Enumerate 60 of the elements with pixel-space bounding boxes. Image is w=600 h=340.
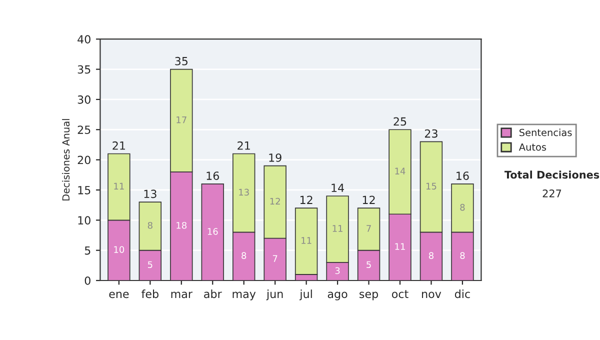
x-tick-label: jul <box>300 290 312 300</box>
total-label: 19 <box>269 153 282 162</box>
text: 227 <box>542 189 562 198</box>
y-tick-label: 10 <box>78 216 90 225</box>
x-tick-label: ago <box>328 292 348 300</box>
data-label: 14 <box>395 168 406 174</box>
data-label: 8 <box>460 204 465 211</box>
data-label: 10 <box>114 246 124 253</box>
x-tick-label: sep <box>360 292 378 300</box>
text: Total Decisiones <box>504 170 600 179</box>
data-label: 11 <box>114 182 124 190</box>
data-label: 11 <box>302 237 312 244</box>
data-label: 8 <box>428 252 434 259</box>
x-tick-label: mar <box>171 292 192 298</box>
legend-label: Autos <box>518 144 546 151</box>
total-label: 13 <box>144 190 156 198</box>
data-label: 7 <box>272 255 278 262</box>
x-tick-label: feb <box>142 290 158 298</box>
data-label: 5 <box>366 261 371 268</box>
data-label: 12 <box>270 198 280 205</box>
total-label: 16 <box>456 172 469 180</box>
x-tick-label: nov <box>422 292 442 298</box>
data-label: 18 <box>176 222 187 229</box>
x-tick-label: dic <box>454 290 470 298</box>
y-tick-label: 25 <box>78 126 90 134</box>
x-tick-label: ene <box>109 292 129 298</box>
total-label: 23 <box>424 129 438 138</box>
data-label: 8 <box>148 222 152 229</box>
data-label: 8 <box>242 252 246 259</box>
legend-label: Sentencias <box>520 128 572 136</box>
x-tick-label: jun <box>266 290 283 300</box>
data-label: 3 <box>335 267 340 274</box>
y-tick-label: 15 <box>78 186 90 194</box>
x-tick-label: oct <box>392 290 408 298</box>
x-tick-label: abr <box>204 290 222 298</box>
total-label: 21 <box>112 141 125 150</box>
total-label: 35 <box>175 56 188 66</box>
y-axis-title: Decisiones Anual <box>62 119 70 200</box>
total-label: 12 <box>300 196 312 204</box>
total-label: 21 <box>238 141 250 150</box>
total-label: 12 <box>362 196 375 204</box>
data-label: 11 <box>332 225 342 232</box>
y-tick-label: 35 <box>78 65 90 74</box>
y-tick-label: 5 <box>84 246 90 255</box>
data-label: 15 <box>426 182 436 190</box>
total-label: 14 <box>332 184 344 192</box>
total-label: 25 <box>394 117 406 126</box>
data-label: 13 <box>239 188 249 196</box>
y-tick-label: 40 <box>78 35 90 44</box>
y-tick-label: 20 <box>78 156 90 164</box>
y-tick-label: 30 <box>78 95 90 104</box>
y-tick-label: 0 <box>84 276 90 285</box>
data-label: 5 <box>148 261 152 268</box>
data-label: 11 <box>395 243 405 250</box>
data-label: 16 <box>208 228 218 235</box>
total-label: 16 <box>206 172 219 180</box>
data-label: 7 <box>366 225 371 232</box>
x-tick-label: may <box>232 292 256 300</box>
data-label: 8 <box>460 252 465 259</box>
data-label: 17 <box>176 116 186 124</box>
